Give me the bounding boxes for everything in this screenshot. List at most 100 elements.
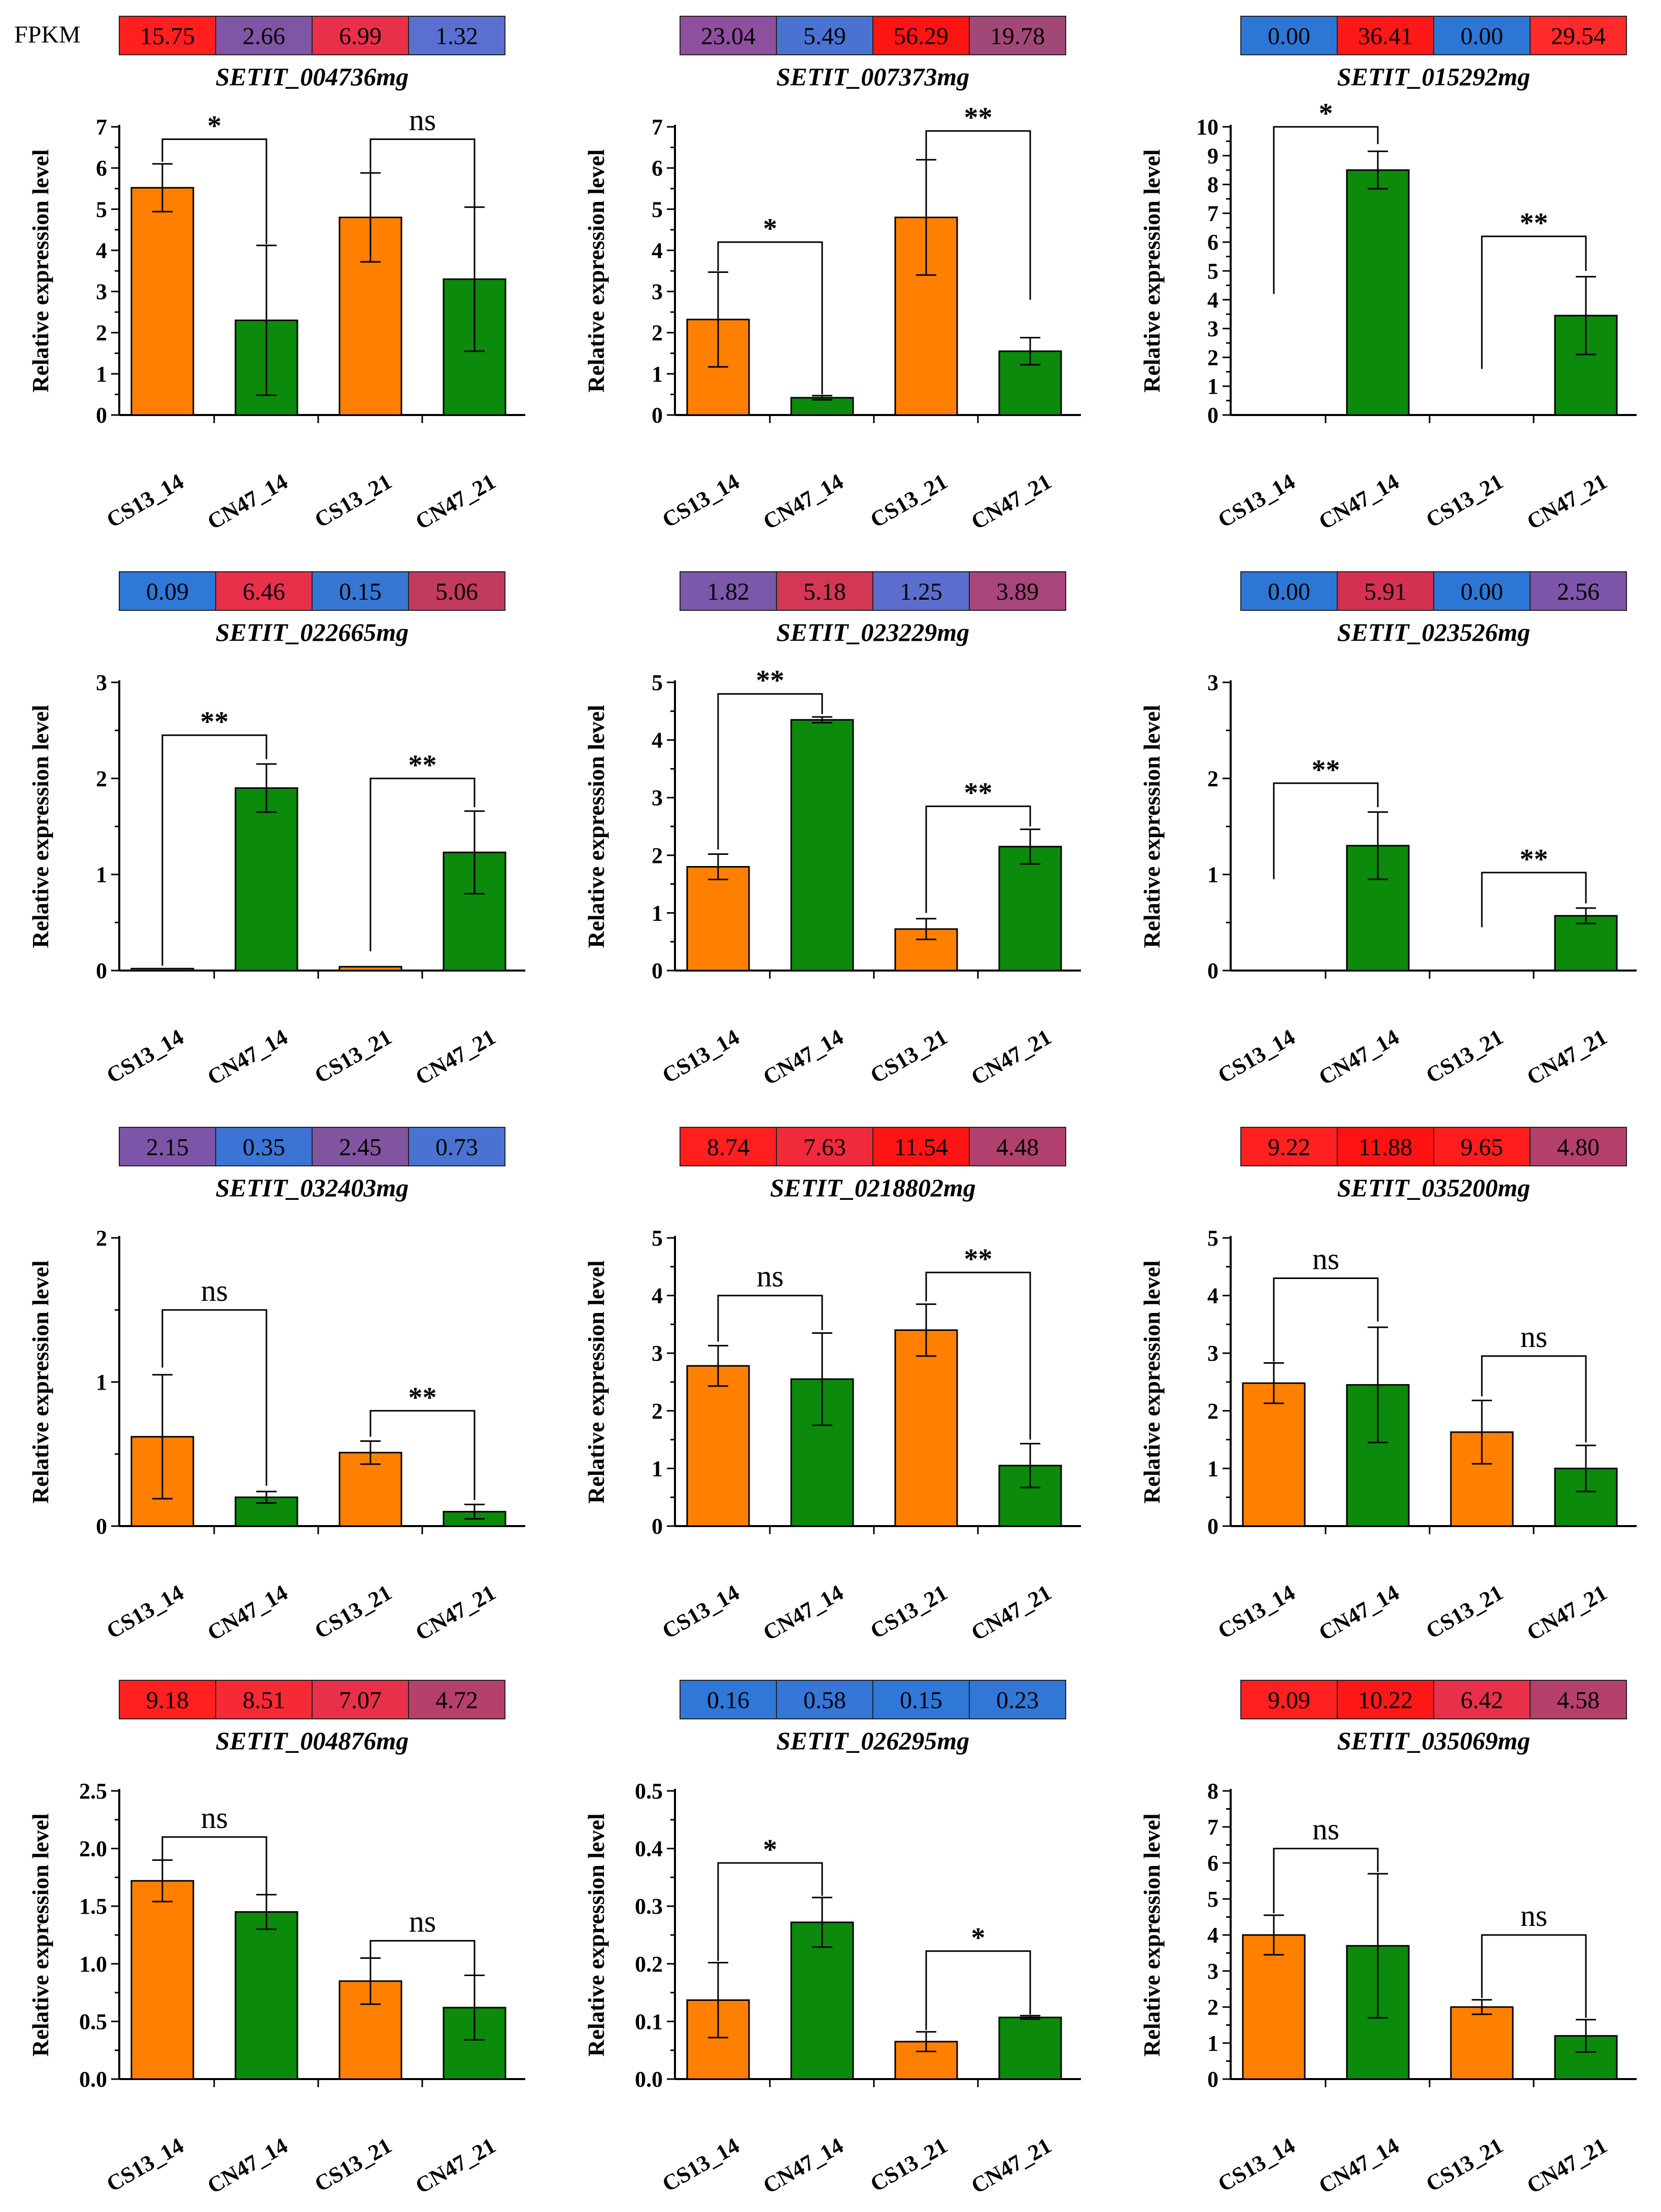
fpkm-value: 2.45 <box>339 1134 382 1161</box>
x-tick-label: CN47_21 <box>1522 469 1611 534</box>
fpkm-value: 5.91 <box>1364 578 1407 605</box>
bar-CN47_14 <box>790 719 854 972</box>
bar-CN47_21 <box>998 2016 1062 2080</box>
fpkm-cell <box>408 1680 505 1719</box>
significance-bracket <box>1481 1934 1587 2018</box>
x-tick-label: CN47_14 <box>759 1580 848 1645</box>
fpkm-cell <box>1337 16 1434 55</box>
fpkm-cell <box>215 1127 313 1166</box>
y-tick-label: 0 <box>652 403 663 428</box>
y-tick-label: 8 <box>1207 172 1218 197</box>
fpkm-cell <box>312 1680 409 1719</box>
x-tick-label: CS13_21 <box>1422 2133 1507 2197</box>
fpkm-value: 1.32 <box>435 23 478 50</box>
significance-label: ns <box>757 1260 784 1293</box>
significance-label: * <box>763 213 777 245</box>
y-tick-label: 3 <box>1207 1341 1218 1366</box>
significance-bracket <box>717 1295 823 1342</box>
gene-title: SETIT_023526mg <box>1337 618 1531 646</box>
y-tick-label: 0.1 <box>635 2009 663 2034</box>
fpkm-value: 9.18 <box>146 1687 189 1714</box>
fpkm-cell <box>872 571 970 611</box>
bar-CS13_14 <box>1242 1934 1306 2080</box>
fpkm-cell <box>1530 1680 1627 1719</box>
y-tick-label: 0.5 <box>79 2009 107 2034</box>
significance-label: ns <box>409 1905 436 1938</box>
fpkm-label: FPKM <box>14 21 81 48</box>
y-tick-label: 1 <box>1207 1456 1218 1481</box>
significance-label: ns <box>1312 1242 1339 1276</box>
x-tick-label: CN47_14 <box>759 469 848 534</box>
chart-panel-SETIT_023229mg: 1.82 5.18 1.25 3.89 SETIT_023229mg 0 1 2 3 4 5 Rela… <box>583 571 1081 1090</box>
y-tick-label: 0 <box>96 958 107 983</box>
significance-label: ns <box>201 1801 228 1835</box>
chart-panel-SETIT_004736mg: 15.75 2.66 6.99 1.32 SETIT_004736mg 0 1 2 3 4 5 6 7 R… <box>27 16 525 534</box>
significance-bracket <box>1273 782 1379 880</box>
fpkm-cell <box>1530 1127 1627 1166</box>
significance-bracket <box>925 130 1031 300</box>
gene-title: SETIT_007373mg <box>776 62 970 91</box>
y-tick-label: 4 <box>96 238 107 263</box>
x-tick-label: CS13_21 <box>866 1580 952 1644</box>
fpkm-cell <box>1530 571 1627 611</box>
x-tick-label: CN47_14 <box>203 469 292 534</box>
fpkm-value: 5.06 <box>435 578 478 605</box>
significance-bracket <box>161 1836 267 1895</box>
x-tick-label: CN47_21 <box>967 469 1056 534</box>
significance-label: ns <box>201 1274 228 1307</box>
x-tick-label: CS13_14 <box>103 1024 188 1088</box>
significance-bracket <box>369 1940 476 1976</box>
fpkm-cell <box>776 571 873 611</box>
significance-bracket <box>925 1950 1031 2030</box>
significance-label: ** <box>1312 754 1340 786</box>
gene-title: SETIT_032403mg <box>216 1173 409 1202</box>
y-axis-label: Relative expression level <box>27 1813 53 2057</box>
bar-CS13_14 <box>1242 1382 1306 1527</box>
y-tick-label: 3 <box>1207 1959 1218 1984</box>
fpkm-value: 8.74 <box>707 1134 750 1161</box>
x-tick-label: CS13_14 <box>658 469 743 533</box>
y-axis-label: Relative expression level <box>27 1260 53 1504</box>
y-tick-label: 2 <box>1207 1995 1218 2020</box>
significance-label: ** <box>1520 208 1548 239</box>
x-tick-label: CS13_14 <box>658 1580 743 1644</box>
significance-bracket <box>925 805 1031 913</box>
significance-label: ** <box>964 102 993 133</box>
y-axis-label: Relative expression level <box>1139 1260 1165 1504</box>
fpkm-cell <box>119 571 216 611</box>
chart-panel-SETIT_015292mg: 0.00 36.41 0.00 29.54 SETIT_015292mg 0 1 2 3 4 5 6 7… <box>1139 16 1637 534</box>
fpkm-value: 0.00 <box>1461 23 1503 50</box>
fpkm-cell <box>1433 1680 1531 1719</box>
y-tick-label: 3 <box>652 785 663 810</box>
y-tick-label: 0.0 <box>79 2067 107 2092</box>
chart-panel-SETIT_004876mg: 9.18 8.51 7.07 4.72 SETIT_004876mg 0.0 0.5 1.0 1… <box>27 1680 525 2198</box>
y-tick-label: 1 <box>652 901 663 925</box>
fpkm-value: 5.18 <box>803 578 846 605</box>
chart-panel-SETIT_026295mg: 0.16 0.58 0.15 0.23 SETIT_026295mg 0.0 0.1 0.2 0… <box>583 1680 1081 2198</box>
x-tick-label: CS13_14 <box>1214 1580 1299 1644</box>
significance-label: ** <box>409 1382 437 1413</box>
significance-bracket <box>369 1410 476 1500</box>
fpkm-cell <box>680 16 777 55</box>
x-tick-label: CN47_14 <box>203 2133 292 2198</box>
significance-label: ** <box>756 665 785 697</box>
fpkm-cell <box>776 1680 873 1719</box>
significance-label: * <box>763 1834 777 1865</box>
significance-label: ns <box>409 103 436 136</box>
x-tick-label: CN47_21 <box>1522 1024 1611 1090</box>
bar-CN47_14 <box>234 787 298 972</box>
fpkm-value: 1.25 <box>900 578 942 605</box>
y-tick-label: 0 <box>1207 2067 1218 2092</box>
bar-CS13_14 <box>130 1880 194 2080</box>
fpkm-value: 7.63 <box>803 1134 846 1161</box>
fpkm-value: 0.15 <box>339 578 382 605</box>
significance-bracket <box>1273 1277 1379 1362</box>
chart-panel-SETIT_035069mg: 9.09 10.22 6.42 4.58 SETIT_035069mg 0 1 2 3 4 5 6 7 8… <box>1139 1680 1637 2198</box>
significance-bracket <box>1273 126 1379 294</box>
fpkm-cell <box>680 571 777 611</box>
fpkm-cell <box>872 1127 970 1166</box>
y-axis-label: Relative expression level <box>1139 1813 1165 2057</box>
y-tick-label: 2 <box>1207 766 1218 791</box>
bar-CN47_14 <box>234 1911 298 2080</box>
fpkm-cell <box>119 16 216 55</box>
